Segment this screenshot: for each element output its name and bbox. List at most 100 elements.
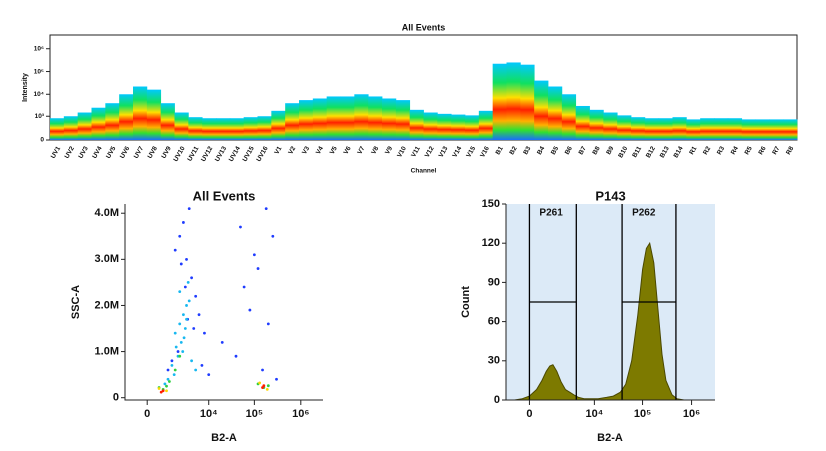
x-tick-label: B5: [550, 145, 560, 156]
x-tick-label: R7: [771, 145, 781, 156]
event-dot: [200, 364, 204, 367]
channel-band: [133, 86, 148, 140]
x-tick-label: B4: [536, 145, 546, 156]
channel-band: [63, 116, 79, 140]
event-dot: [185, 304, 188, 307]
y-tick-label: 4.0M: [95, 207, 119, 219]
x-tick-label: UV3: [77, 145, 90, 160]
event-dot: [181, 350, 185, 353]
x-tick-label: B2: [508, 145, 518, 156]
event-dot: [252, 253, 256, 257]
x-tick-label: UV4: [91, 145, 104, 160]
x-tick-label: R8: [785, 145, 795, 156]
x-tick-label: V4: [315, 145, 325, 156]
gate-label: P261: [539, 208, 563, 219]
channel-band: [119, 94, 134, 140]
event-dot: [185, 257, 188, 261]
event-dot: [242, 285, 246, 289]
channel-band: [105, 103, 120, 140]
x-tick-label: 10⁶: [683, 408, 700, 420]
event-dot: [203, 331, 206, 335]
event-dot: [178, 234, 182, 238]
x-tick-label: B3: [522, 145, 532, 156]
x-tick-label: UV1: [50, 145, 63, 160]
event-dot: [170, 364, 174, 367]
y-tick-label: 0: [113, 392, 119, 404]
channel-band: [243, 117, 258, 140]
event-dot: [265, 387, 269, 391]
x-tick-label: UV16: [255, 145, 269, 163]
x-tick-label: UV2: [64, 145, 77, 160]
channel-band: [631, 117, 646, 140]
channel-band: [229, 118, 245, 140]
channel-band: [589, 109, 604, 140]
channel-band: [686, 119, 701, 140]
event-dot: [197, 313, 201, 317]
channel-band: [451, 114, 466, 140]
event-dot: [271, 234, 275, 238]
event-dot: [163, 382, 167, 386]
event-dot: [159, 390, 163, 394]
x-tick-label: V2: [287, 145, 297, 156]
channel-band: [188, 117, 203, 140]
event-dot: [264, 207, 268, 211]
x-tick-label: UV7: [133, 145, 146, 160]
x-tick-label: B8: [591, 145, 601, 156]
x-tick-label: V15: [465, 145, 477, 159]
event-dot: [179, 340, 183, 344]
channel-band: [382, 98, 397, 140]
x-tick-label: B10: [617, 145, 629, 159]
event-dot: [182, 336, 186, 340]
channel-band: [727, 118, 743, 140]
channel-band: [174, 112, 189, 140]
x-tick-label: UV15: [242, 145, 256, 163]
x-tick-label: V6: [343, 145, 353, 156]
histogram-area: [514, 241, 685, 401]
event-dot: [178, 322, 182, 326]
channel-band: [202, 118, 217, 140]
x-tick-label: V8: [370, 145, 380, 156]
x-tick-label: V11: [410, 145, 422, 159]
event-dot: [234, 354, 238, 358]
channel-band: [326, 96, 341, 140]
x-tick-label: B11: [631, 145, 643, 159]
event-dot: [173, 368, 177, 372]
x-tick-label: V3: [301, 145, 311, 156]
y-tick-label: 60: [488, 316, 500, 328]
channel-band: [409, 109, 424, 140]
x-tick-label: B12: [645, 145, 657, 159]
event-dot: [185, 317, 188, 321]
x-tick-label: 10⁶: [292, 408, 309, 420]
x-tick-label: R2: [702, 145, 712, 156]
y-tick-label: 120: [482, 237, 500, 249]
y-tick-label: 10⁴: [34, 91, 44, 98]
x-tick-label: UV11: [186, 145, 200, 163]
channel-band: [672, 117, 687, 140]
x-tick-label: 0: [526, 408, 532, 420]
channel-band: [146, 89, 162, 140]
x-tick-label: UV5: [105, 145, 118, 160]
channel-band: [575, 105, 590, 140]
event-dot: [178, 354, 182, 358]
event-dot: [266, 384, 270, 388]
channel-band: [271, 110, 286, 140]
channel-band: [395, 100, 411, 140]
x-tick-label: V14: [451, 145, 463, 159]
x-tick-label: UV9: [160, 145, 173, 160]
x-tick-label: R1: [688, 145, 698, 156]
y-tick-label: 10⁶: [34, 45, 44, 52]
y-tick-label: 10⁵: [34, 68, 44, 75]
event-dot: [190, 276, 194, 280]
y-tick-label: 10³: [35, 113, 45, 120]
x-tick-label: 0: [144, 408, 150, 420]
event-dot: [172, 373, 176, 377]
channel-band: [658, 118, 673, 140]
event-dot: [239, 225, 242, 229]
channel-band: [783, 119, 798, 140]
channel-band: [437, 113, 452, 140]
channel-band: [423, 112, 438, 140]
event-dot: [187, 299, 191, 303]
y-axis-label: SSC-A: [70, 285, 82, 319]
x-tick-label: R6: [757, 145, 767, 156]
chart-title: All Events: [193, 188, 256, 203]
